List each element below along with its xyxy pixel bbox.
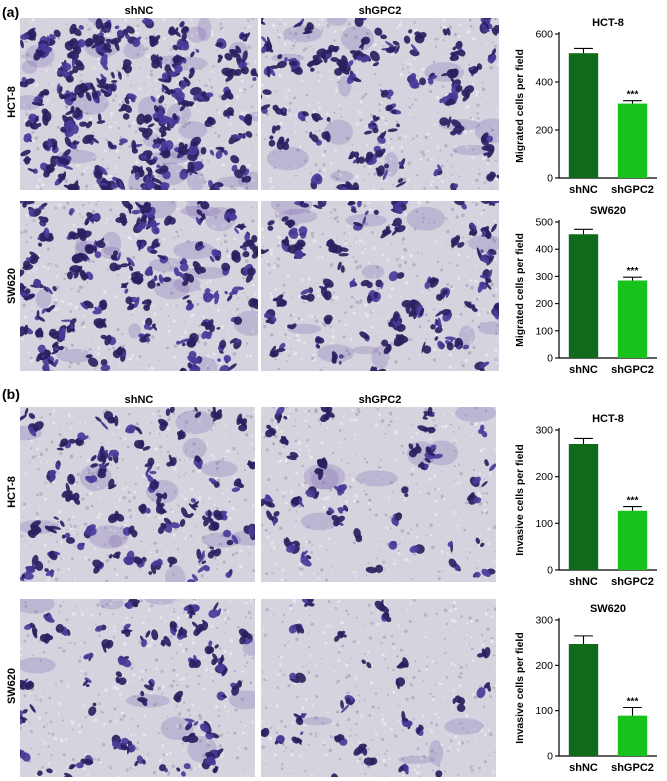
bar-shnc (568, 53, 599, 179)
y-tick-label: 300 (535, 271, 553, 283)
y-tick-label: 300 (535, 615, 553, 627)
bar-shgpc2 (617, 715, 648, 756)
micrograph-b-sw620-shgpc2 (261, 599, 496, 777)
col-header-shnc-b: shNC (124, 394, 154, 406)
chart-title: SW620 (590, 603, 626, 615)
y-tick-label: 100 (535, 325, 553, 337)
y-tick-label: 200 (535, 298, 553, 310)
micrograph-b-hct8-shgpc2 (261, 407, 496, 582)
x-tick-label: shNC (569, 184, 598, 196)
y-tick-label: 0 (547, 565, 553, 577)
col-header-shnc: shNC (124, 5, 154, 17)
y-tick-label: 100 (535, 705, 553, 717)
row-header-hct8: HCT-8 (6, 86, 18, 118)
row-header-sw620-b: SW620 (6, 667, 18, 705)
chart-migration-hct8: HCT-8 Migrated cells per field 0 200 400 600 s… (514, 17, 657, 196)
y-tick-label: 0 (547, 353, 553, 365)
x-tick-label: shNC (569, 576, 598, 588)
y-tick-label: 0 (547, 173, 553, 185)
y-tick-label: 300 (535, 425, 553, 437)
panel-b-label: (b) (2, 386, 20, 402)
chart-migration-sw620: SW620 Migrated cells per field 0 100 200 300 4… (514, 205, 657, 376)
chart-title: SW620 (590, 205, 626, 217)
y-axis-label: Invasive cells per field (514, 444, 526, 555)
row-header-hct8-b: HCT-8 (6, 476, 18, 508)
micrograph-a-sw620-shnc (20, 201, 258, 371)
y-tick-label: 0 (547, 751, 553, 763)
significance-label: *** (627, 696, 639, 707)
bar-shnc (568, 444, 599, 570)
micrograph-b-hct8-shnc (20, 407, 255, 582)
y-axis-label: Invasive cells per field (514, 632, 526, 743)
x-tick-label: shGPC2 (611, 184, 654, 196)
y-tick-label: 400 (535, 244, 553, 256)
chart-title: HCT-8 (592, 17, 624, 29)
bar-shnc (568, 644, 599, 756)
y-tick-label: 500 (535, 217, 553, 229)
row-header-sw620: SW620 (6, 267, 18, 305)
y-tick-label: 100 (535, 518, 553, 530)
x-tick-label: shNC (569, 762, 598, 774)
panel-a-label: (a) (2, 4, 20, 20)
x-tick-label: shGPC2 (611, 576, 654, 588)
chart-title: HCT-8 (592, 413, 624, 425)
y-axis-label: Migrated cells per field (514, 49, 526, 163)
bar-shgpc2 (617, 510, 648, 570)
micrograph-a-hct8-shgpc2 (261, 18, 499, 190)
significance-label: *** (627, 266, 639, 277)
col-header-shgpc2-b: shGPC2 (358, 394, 402, 406)
significance-label: *** (627, 496, 639, 507)
col-header-shgpc2: shGPC2 (358, 5, 402, 17)
significance-label: *** (627, 90, 639, 101)
bar-shgpc2 (617, 280, 648, 358)
y-tick-label: 200 (535, 660, 553, 672)
bar-shnc (568, 234, 599, 358)
micrograph-a-hct8-shnc (20, 18, 258, 190)
y-tick-label: 200 (535, 471, 553, 483)
bar-shgpc2 (617, 103, 648, 178)
y-tick-label: 400 (535, 77, 553, 89)
x-tick-label: shNC (569, 364, 598, 376)
x-tick-label: shGPC2 (611, 364, 654, 376)
micrograph-b-sw620-shnc (20, 599, 255, 777)
chart-invasion-sw620: SW620 Invasive cells per field 0 100 200 300 s… (514, 603, 657, 774)
y-tick-label: 600 (535, 29, 553, 41)
x-tick-label: shGPC2 (611, 762, 654, 774)
chart-invasion-hct8: HCT-8 Invasive cells per field 0 100 200 300 s… (514, 413, 657, 588)
y-tick-label: 200 (535, 125, 553, 137)
y-axis-label: Migrated cells per field (514, 233, 526, 347)
micrograph-a-sw620-shgpc2 (261, 201, 499, 371)
